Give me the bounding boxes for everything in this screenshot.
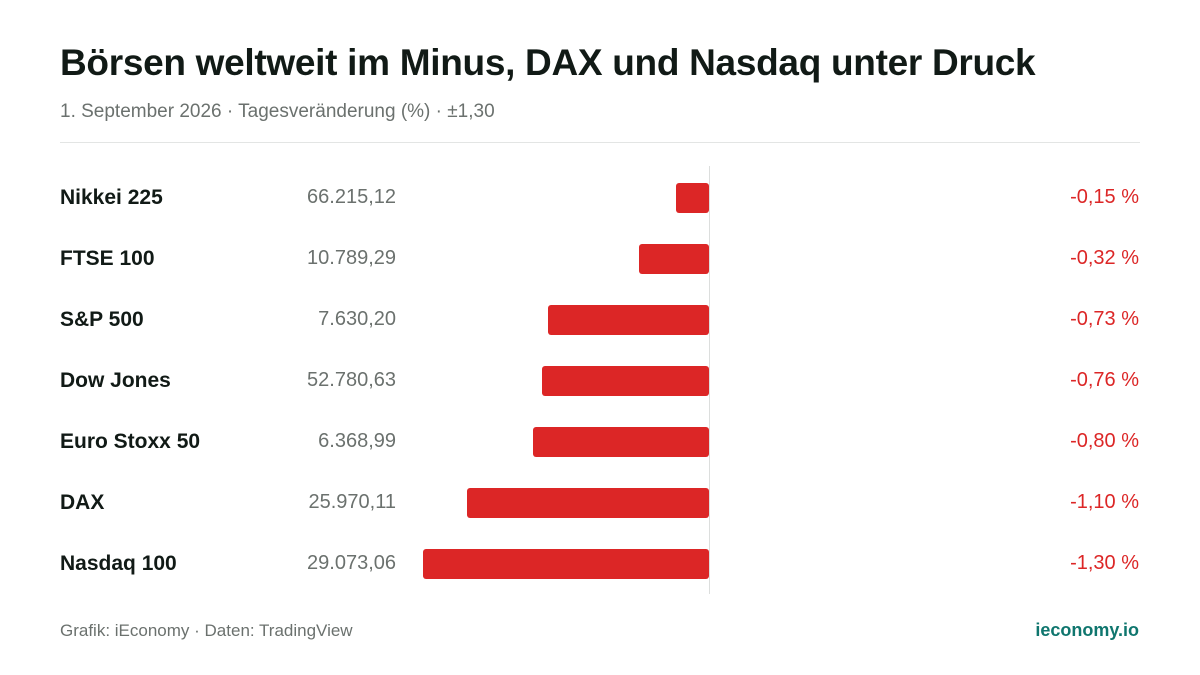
index-level: 29.073,06 — [307, 552, 396, 574]
index-level: 66.215,12 — [307, 186, 396, 208]
table-row: FTSE 100 10.789,29 -0,32 % — [0, 229, 1200, 290]
change-bar — [533, 427, 709, 457]
index-level: 7.630,20 — [318, 308, 396, 330]
change-bar — [548, 305, 709, 335]
change-bar — [638, 244, 709, 274]
table-row: Nikkei 225 66.215,12 -0,15 % — [0, 168, 1200, 229]
index-name: Dow Jones — [60, 369, 171, 392]
index-name: FTSE 100 — [60, 247, 155, 270]
index-name: S&P 500 — [60, 308, 144, 331]
change-label: -0,80 % — [1070, 430, 1139, 452]
change-bar — [541, 366, 709, 396]
change-label: -0,15 % — [1070, 186, 1139, 208]
index-name: DAX — [60, 491, 105, 514]
index-level: 6.368,99 — [318, 430, 396, 452]
zero-axis-line — [709, 166, 710, 594]
index-name: Nikkei 225 — [60, 186, 163, 209]
change-bar — [467, 488, 709, 518]
index-level: 25.970,11 — [308, 491, 397, 513]
change-bar — [423, 549, 709, 579]
table-row: Dow Jones 52.780,63 -0,76 % — [0, 351, 1200, 412]
change-bar — [676, 183, 709, 213]
index-name: Nasdaq 100 — [60, 552, 177, 575]
index-name: Euro Stoxx 50 — [60, 430, 201, 453]
table-row: Nasdaq 100 29.073,06 -1,30 % — [0, 534, 1200, 595]
index-level: 52.780,63 — [307, 369, 396, 391]
source-credit: Grafik: iEconomy · Daten: TradingView — [60, 621, 353, 640]
change-label: -0,73 % — [1070, 308, 1139, 330]
change-label: -1,30 % — [1070, 552, 1139, 574]
header-divider — [60, 142, 1140, 143]
chart-title: Börsen weltweit im Minus, DAX und Nasdaq… — [60, 42, 1036, 83]
index-level: 10.789,29 — [307, 247, 396, 269]
table-row: DAX 25.970,11 -1,10 % — [0, 473, 1200, 534]
change-label: -1,10 % — [1070, 491, 1139, 513]
table-row: Euro Stoxx 50 6.368,99 -0,80 % — [0, 412, 1200, 473]
brand-link[interactable]: ieconomy.io — [1035, 620, 1139, 640]
table-row: S&P 500 7.630,20 -0,73 % — [0, 290, 1200, 351]
chart-subtitle: 1. September 2026 · Tagesveränderung (%)… — [60, 101, 495, 122]
change-label: -0,32 % — [1070, 247, 1139, 269]
change-label: -0,76 % — [1070, 369, 1139, 391]
